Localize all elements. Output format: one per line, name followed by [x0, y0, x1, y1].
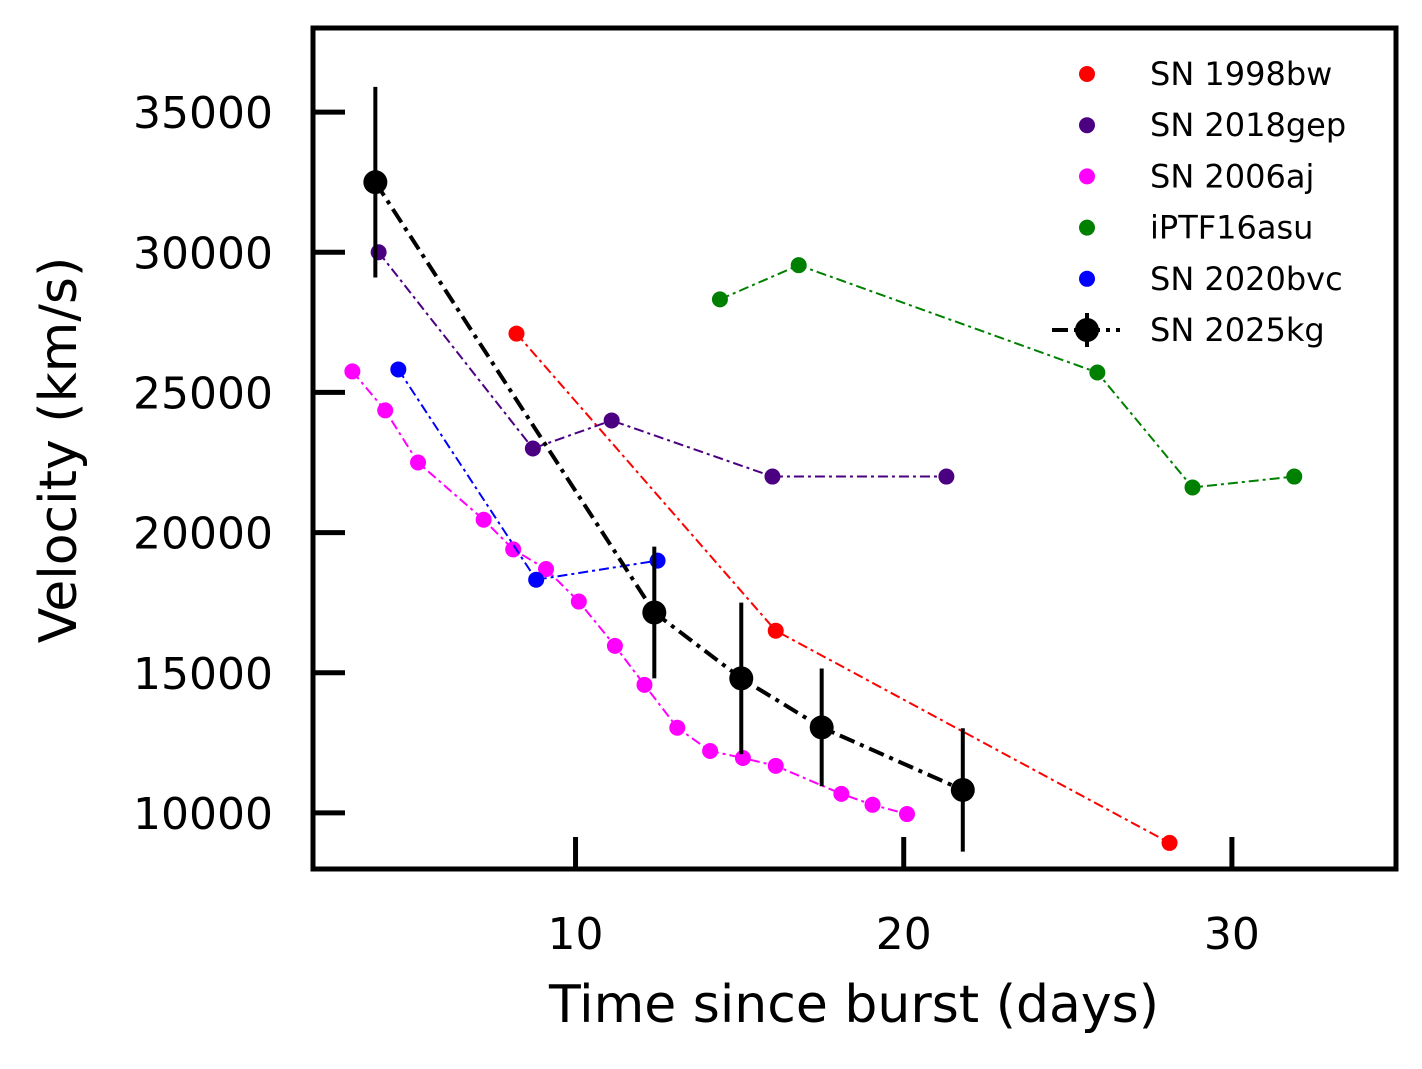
legend-item: SN 2018gep [1079, 106, 1346, 144]
data-point [1161, 834, 1178, 851]
data-point [767, 622, 784, 639]
legend-item: SN 1998bw [1079, 55, 1332, 93]
legend: SN 1998bw SN 2018gep SN 2006aj iPTF16asu SN … [1052, 55, 1346, 349]
data-point [649, 552, 666, 569]
data-point [711, 291, 728, 308]
legend-marker [1079, 117, 1095, 134]
data-point [938, 468, 955, 485]
data-point [1184, 479, 1201, 496]
x-tick-label: 20 [876, 909, 932, 960]
x-axis-label: Time since burst (days) [548, 975, 1159, 1035]
series-iptf16asu [711, 257, 1303, 496]
legend-label: SN 1998bw [1150, 55, 1332, 93]
data-point [809, 715, 834, 740]
data-point [669, 719, 686, 736]
data-point [363, 170, 388, 195]
legend-label: SN 2006aj [1150, 157, 1314, 195]
data-point [702, 742, 719, 759]
legend-label: SN 2020bvc [1150, 260, 1343, 298]
data-point [570, 593, 587, 610]
data-point [370, 244, 387, 261]
legend-marker [1079, 168, 1095, 185]
data-point [899, 806, 916, 823]
legend-item: SN 2025kg [1052, 311, 1325, 349]
data-point [642, 600, 667, 625]
series-sn-2025kg [363, 86, 975, 852]
data-point [603, 412, 620, 429]
x-tick-label: 30 [1204, 909, 1260, 960]
y-tick-label: 15000 [133, 649, 273, 700]
y-tick-label: 30000 [133, 228, 273, 279]
data-point [344, 363, 361, 380]
data-point [538, 561, 555, 578]
series-line [515, 332, 1171, 844]
data-point [864, 796, 881, 813]
y-tick-label: 10000 [133, 789, 273, 840]
series-sn-2018gep [370, 244, 955, 485]
series-line [377, 251, 947, 478]
legend-marker [1075, 318, 1099, 342]
y-axis-label: Velocity (km/s) [29, 257, 89, 643]
data-point [528, 571, 545, 588]
legend-marker [1079, 219, 1095, 236]
data-point [390, 361, 407, 378]
legend-item: iPTF16asu [1079, 209, 1313, 247]
data-point [950, 777, 975, 802]
plot-frame [310, 25, 1399, 872]
data-point [734, 749, 751, 766]
series-sn-2006aj [344, 363, 916, 823]
data-point [508, 325, 525, 342]
series-line [719, 264, 1295, 489]
series-line [373, 181, 964, 792]
x-tick-label: 10 [548, 909, 604, 960]
data-point [764, 468, 781, 485]
data-point [833, 785, 850, 802]
data-point [505, 541, 522, 558]
legend-label: iPTF16asu [1150, 209, 1313, 247]
series-sn-1998bw [508, 325, 1178, 851]
data-point [524, 440, 541, 457]
legend-item: SN 2006aj [1079, 157, 1314, 195]
data-point [1089, 364, 1106, 381]
legend-label: SN 2025kg [1150, 311, 1325, 349]
data-point [1286, 468, 1303, 485]
series-line [351, 370, 908, 816]
legend-label: SN 2018gep [1150, 106, 1346, 144]
legend-item: SN 2020bvc [1079, 260, 1343, 298]
y-tick-label: 25000 [133, 368, 273, 419]
data-point [606, 637, 623, 654]
data-point [410, 454, 427, 471]
legend-marker [1079, 270, 1095, 287]
data-point [636, 676, 653, 693]
data-point [790, 257, 807, 274]
y-tick-label: 35000 [133, 88, 273, 139]
axis-ticks: 10 20 30 10000 15000 20000 25000 30000 35000 [133, 88, 1260, 960]
data-point [377, 402, 394, 419]
data-point [767, 757, 784, 774]
y-tick-label: 20000 [133, 509, 273, 560]
series-line [397, 368, 658, 581]
data-point [475, 511, 492, 528]
plot-marks [344, 86, 1303, 852]
legend-marker [1079, 66, 1095, 82]
data-point [729, 666, 754, 691]
